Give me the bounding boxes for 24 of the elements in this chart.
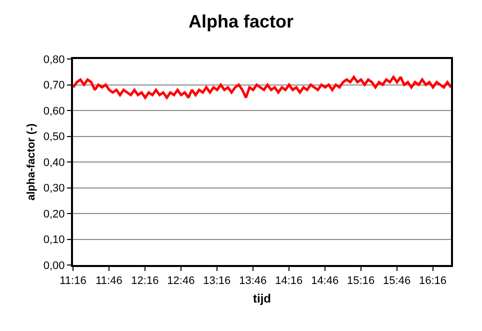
- y-tick-label: 0,40: [43, 156, 65, 169]
- x-tick-label: 15:16: [347, 275, 375, 288]
- x-tick-label: 12:46: [167, 275, 195, 288]
- x-tick-label: 13:16: [203, 275, 231, 288]
- y-tick-label: 0,50: [43, 131, 65, 144]
- y-tick-label: 0,10: [43, 234, 65, 246]
- y-tick-label: 0,70: [43, 80, 65, 92]
- y-tick-label: 0,20: [43, 208, 65, 220]
- y-axis-title: alpha-factor (-): [26, 123, 38, 200]
- line-series: [73, 76, 451, 99]
- x-tick-label: 14:16: [275, 275, 303, 288]
- y-tick-label: 0,00: [43, 260, 65, 272]
- x-tick-label: 13:46: [239, 275, 267, 288]
- x-tick-label: 12:16: [131, 275, 159, 288]
- x-tick-label: 11:46: [96, 275, 122, 288]
- chart-title: Alpha factor: [188, 11, 294, 32]
- y-tick-label: 0,60: [43, 105, 65, 118]
- x-axis-title: tijd: [253, 292, 271, 306]
- x-tick-label: 15:46: [383, 275, 411, 288]
- y-tick-label: 0,30: [43, 182, 65, 195]
- x-tick-label: 11:16: [60, 275, 86, 288]
- x-tick-label: 16:16: [419, 275, 447, 288]
- y-tick-label: 0,80: [43, 54, 65, 66]
- x-tick-label: 14:46: [311, 275, 339, 288]
